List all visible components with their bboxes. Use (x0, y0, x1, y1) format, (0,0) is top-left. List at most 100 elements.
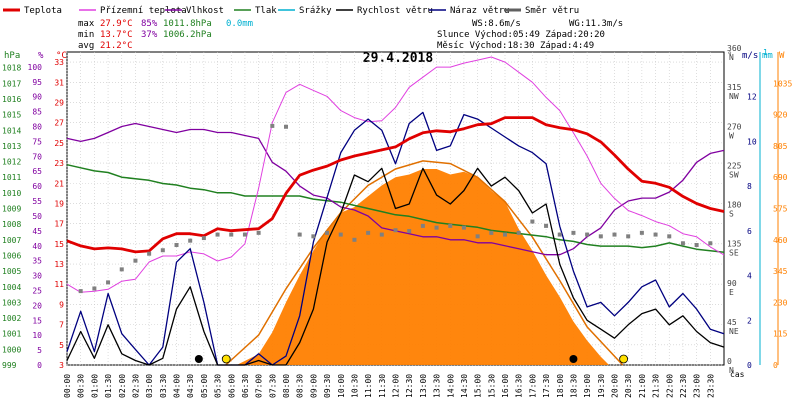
temperature-tick-label: 11 (54, 280, 64, 289)
pressure-tick-label: 1002 (2, 314, 21, 323)
pressure-tick-label: 1011 (2, 173, 21, 182)
rain-tick-label: 1 (763, 48, 768, 57)
wind-direction-point (434, 225, 439, 230)
humidity-tick-label: 25 (32, 286, 42, 295)
solar-tick-label: 575 (773, 205, 788, 214)
time-tick-label: 02:30 (131, 374, 140, 398)
time-tick-label: 21:00 (638, 374, 647, 398)
pressure-tick-label: 1015 (2, 111, 21, 120)
humidity-tick-label: 55 (32, 197, 42, 206)
wind-direction-point (106, 280, 111, 285)
time-tick-label: 05:30 (214, 374, 223, 398)
wind-direction-point (680, 241, 685, 246)
pressure-tick-label: 1000 (2, 345, 21, 354)
wind-direction-tick-label: 0 (727, 357, 732, 366)
wind-direction-point (215, 232, 220, 237)
time-tick-label: 17:30 (542, 374, 551, 398)
time-tick-label: 14:30 (460, 374, 469, 398)
wind-direction-point (366, 230, 371, 235)
humidity-tick-label: 30 (32, 272, 42, 281)
wind-direction-point (544, 223, 549, 228)
solar-tick-label: 345 (773, 267, 788, 276)
stats-max-label: max (78, 19, 95, 29)
legend-label: Směr větru (525, 6, 579, 16)
wind-direction-point (174, 243, 179, 248)
stats-avg-label: avg (78, 41, 94, 51)
wind-gust-line (66, 111, 725, 366)
time-tick-label: 05:00 (200, 374, 209, 398)
wind-speed-tick-label: 2 (747, 316, 752, 325)
wind-direction-point (475, 234, 480, 239)
time-tick-label: 00:00 (63, 374, 72, 398)
wind-direction-point (448, 223, 453, 228)
legend-item-ground-temperature: Přízemní teplota (79, 6, 187, 16)
legend-label: Vlhkost (186, 6, 224, 16)
wind-direction-point (694, 243, 699, 248)
pressure-tick-label: 1009 (2, 205, 21, 214)
astro-markers (194, 354, 629, 364)
humidity-tick-label: 95 (32, 78, 42, 87)
info-block: WS:8.6m/s WG:11.3m/s Slunce Východ:05:49… (437, 19, 623, 51)
wind-direction-point (379, 232, 384, 237)
time-tick-label: 00:30 (77, 374, 86, 398)
wind-direction-compass-label: W (729, 131, 734, 140)
wind-direction-compass-label: SE (729, 249, 739, 258)
wind-direction-point (585, 232, 590, 237)
wind-direction-point (598, 234, 603, 239)
legend-item-wind-speed: Rychlost větru (336, 6, 433, 16)
wind-direction-tick-label: 180 (727, 201, 742, 210)
time-tick-label: 07:30 (268, 374, 277, 398)
wind-direction-point (188, 238, 193, 243)
wind-speed-tick-label: 8 (747, 182, 752, 191)
time-tick-label: 21:30 (652, 374, 661, 398)
pressure-tick-label: 1006 (2, 251, 21, 260)
wind-direction-point (653, 232, 658, 237)
solar-tick-label: 0 (773, 361, 778, 370)
unit-watt: W (779, 51, 785, 61)
stats-max-temp: 27.9°C (100, 19, 133, 29)
humidity-tick-label: 35 (32, 257, 42, 266)
time-tick-label: 15:30 (487, 374, 496, 398)
time-tick-label: 04:00 (173, 374, 182, 398)
wind-direction-point (119, 267, 124, 272)
pressure-tick-label: 999 (2, 361, 17, 370)
time-axis-label: čas (730, 369, 745, 379)
time-tick-label: 01:30 (104, 374, 113, 398)
temperature-tick-label: 29 (54, 98, 64, 107)
wind-direction-point (270, 123, 275, 128)
time-tick-label: 08:00 (282, 374, 291, 398)
time-tick-label: 11:00 (364, 374, 373, 398)
wind-speed-tick-label: 0 (747, 361, 752, 370)
legend-item-rain: Srážky (278, 6, 332, 16)
wind-direction-point (639, 230, 644, 235)
wind-direction-point (516, 230, 521, 235)
unit-celsius: °C (56, 51, 67, 61)
wind-direction-point (311, 234, 316, 239)
stats-min-label: min (78, 30, 94, 40)
legend-item-wind-gust: Náraz větru (429, 6, 510, 16)
wind-direction-tick-label: 135 (727, 240, 742, 249)
time-tick-label: 15:00 (474, 374, 483, 398)
wind-speed-tick-label: 12 (747, 93, 757, 102)
wind-direction-compass-label: S (729, 210, 734, 219)
temperature-tick-label: 25 (54, 139, 64, 148)
time-tick-label: 01:00 (90, 374, 99, 398)
time-tick-label: 13:30 (433, 374, 442, 398)
solar-tick-label: 230 (773, 298, 788, 307)
wind-direction-point (571, 230, 576, 235)
pressure-tick-label: 1016 (2, 95, 21, 104)
pressure-tick-label: 1014 (2, 126, 21, 135)
pressure-tick-label: 1013 (2, 142, 21, 151)
stats-max-pressure: 1011.8hPa (163, 19, 212, 29)
legend-label: Teplota (24, 6, 62, 16)
time-tick-label: 17:00 (528, 374, 537, 398)
wind-direction-tick-label: 225 (727, 161, 742, 170)
unit-percent: % (38, 51, 44, 61)
pressure-tick-label: 1003 (2, 298, 21, 307)
pressure-tick-label: 1017 (2, 79, 21, 88)
humidity-tick-label: 40 (32, 242, 42, 251)
time-tick-label: 03:30 (159, 374, 168, 398)
humidity-tick-label: 65 (32, 167, 42, 176)
solar-radiation-area (236, 169, 610, 365)
